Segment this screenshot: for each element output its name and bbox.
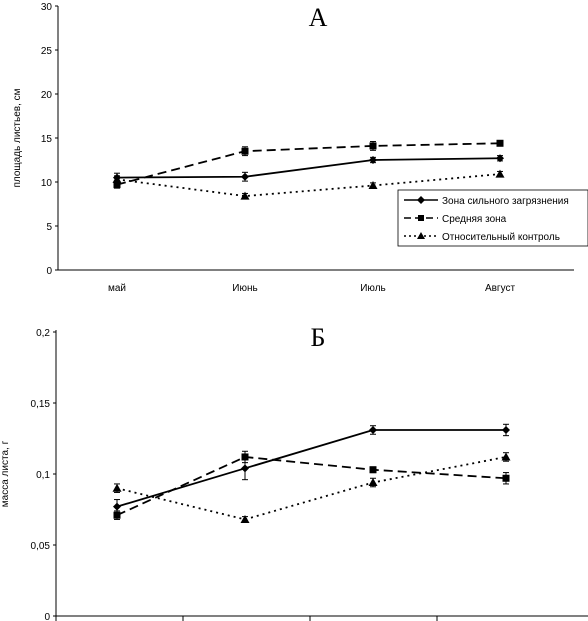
series-line [116,173,501,197]
data-point-triangle [240,514,250,523]
data-point-triangle [501,452,511,461]
y-tick-label: 30 [41,2,53,13]
legend-entry-middle-zone: Средняя зона [404,214,507,225]
y-tick-label: 0 [46,266,52,277]
data-point-triangle [112,483,122,492]
series-line [116,142,501,186]
panel-b-label: Б [311,323,326,352]
data-point-diamond [113,502,121,511]
panel-a-y-axis-label: площадь листьев, см [12,88,23,187]
data-point-triangle [368,478,378,487]
y-tick-label: 0,15 [31,399,51,410]
data-point-square [113,181,121,189]
legend-entry-strong-pollution: Зона сильного загрязнения [404,196,569,207]
y-tick-label: 20 [41,90,53,101]
panel-a-x-tick-label: май [108,283,126,294]
panel-a-x-tick-label: Июль [360,283,386,294]
data-point-square [241,453,249,461]
chart-panel-a: А площадь листьев, см 0 5 10 15 20 25 30 май И… [12,2,588,294]
panel-a-x-tick-label: Август [485,283,516,294]
square-marker [418,215,424,221]
data-point-square [241,147,249,155]
y-tick-label: 0,2 [36,328,50,339]
series-line [116,157,501,179]
data-point-triangle [112,174,122,183]
y-tick-label: 5 [46,222,52,233]
series-line [116,429,506,508]
data-point-square [113,511,121,519]
y-tick-label: 25 [41,46,53,57]
y-tick-label: 0 [44,612,50,621]
y-tick-label: 15 [41,134,53,145]
legend-entry-control: Относительный контроль [404,232,560,243]
series-line [116,456,507,521]
series-line [116,456,507,516]
data-point-square [369,466,377,474]
data-point-triangle [240,191,250,200]
data-point-square [502,474,510,482]
data-point-diamond [496,154,504,163]
data-point-diamond [369,156,377,164]
y-tick-label: 0,05 [31,541,51,552]
legend-label: Средняя зона [442,214,507,225]
legend-label: Относительный контроль [442,232,560,243]
data-point-diamond [241,464,249,473]
triangle-marker [417,232,425,239]
panel-a-legend: Зона сильного загрязнения Средняя зона О… [397,189,588,247]
y-tick-label: 10 [41,178,53,189]
data-point-diamond [369,425,377,434]
data-point-diamond [241,172,249,181]
diamond-marker [417,196,425,204]
data-point-triangle [495,169,505,178]
legend-label: Зона сильного загрязнения [442,196,569,207]
data-point-triangle [368,181,378,190]
panel-a-x-tick-label: Июнь [232,283,257,294]
panel-a-label: А [309,3,328,32]
data-point-square [496,139,504,147]
data-point-diamond [502,425,510,434]
data-point-square [369,142,377,150]
chart-panel-b: Б масса листа, г 0 0,05 0,1 0,15 0,2 [0,323,588,621]
y-tick-label: 0,1 [36,470,50,481]
panel-b-y-axis-label: масса листа, г [0,440,11,507]
